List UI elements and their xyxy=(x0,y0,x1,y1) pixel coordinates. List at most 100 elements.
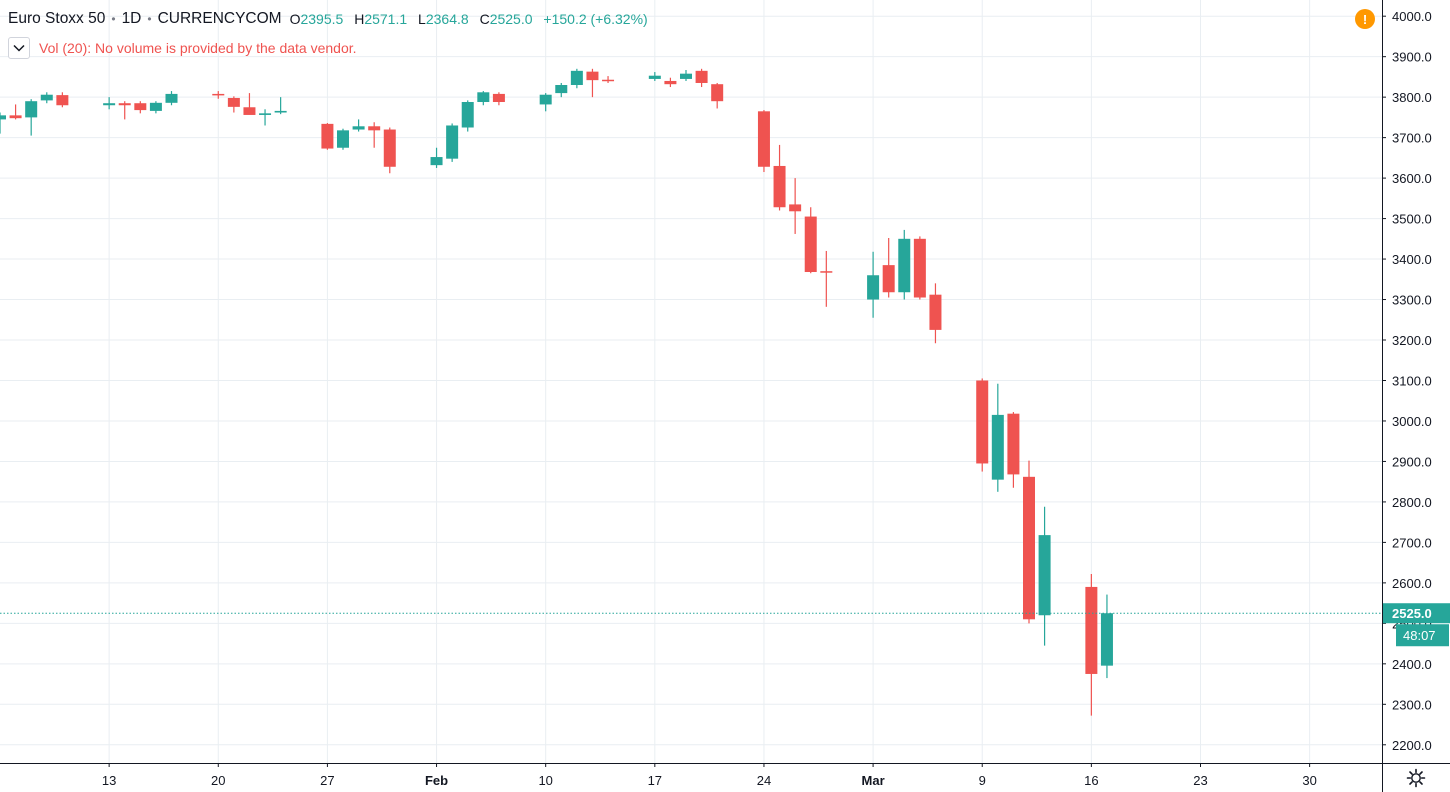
candle-body xyxy=(555,85,568,94)
candle-body xyxy=(1007,413,1020,475)
candle-body xyxy=(165,93,178,103)
candle-down xyxy=(212,91,225,99)
change-value: +150.2 (+6.32%) xyxy=(543,11,648,27)
chart-legend: Euro Stoxx 50 • 1D • CURRENCYCOM O2395.5… xyxy=(8,8,648,30)
symbol-name[interactable]: Euro Stoxx 50 xyxy=(8,10,106,27)
candle-down xyxy=(56,92,69,108)
candle-body xyxy=(227,97,240,107)
volume-message: Vol (20): No volume is provided by the d… xyxy=(39,40,357,56)
y-tick-label: 2800.0 xyxy=(1392,495,1432,510)
close-label: C xyxy=(479,11,490,27)
candle-down xyxy=(929,283,942,344)
candle-body xyxy=(820,271,833,273)
candle-body xyxy=(0,115,6,120)
candle-up xyxy=(274,97,287,115)
candle-body xyxy=(1023,476,1035,620)
candle-up xyxy=(461,100,474,132)
x-tick-label: 16 xyxy=(1084,773,1098,788)
chevron-down-icon xyxy=(13,44,25,52)
candle-down xyxy=(321,123,334,150)
candle-body xyxy=(882,265,895,293)
candle-body xyxy=(539,94,552,105)
candle-body xyxy=(570,70,583,86)
candle-body xyxy=(259,113,272,115)
candle-body xyxy=(134,103,147,111)
candle-up xyxy=(430,147,443,168)
candle-body xyxy=(913,238,926,298)
candle-down xyxy=(789,178,802,234)
y-tick-label: 2200.0 xyxy=(1392,738,1432,753)
candle-up xyxy=(337,128,349,150)
x-tick-label: 24 xyxy=(757,773,771,788)
candle-body xyxy=(383,129,396,167)
y-tick-label: 2700.0 xyxy=(1392,535,1432,550)
gear-icon xyxy=(1406,768,1426,788)
x-tick-label: 17 xyxy=(648,773,662,788)
settings-button[interactable] xyxy=(1383,764,1449,792)
candle-body xyxy=(103,103,116,106)
candle-body xyxy=(337,130,349,148)
candle-down xyxy=(695,68,708,88)
y-tick-label: 3500.0 xyxy=(1392,212,1432,227)
candle-up xyxy=(25,99,38,136)
candle-body xyxy=(118,103,131,106)
low-value: 2364.8 xyxy=(425,11,469,27)
candle-down xyxy=(913,236,926,300)
candle-body xyxy=(40,94,53,101)
candle-down xyxy=(134,101,147,114)
candle-up xyxy=(165,91,178,106)
candle-down xyxy=(976,378,989,472)
volume-toggle-button[interactable] xyxy=(8,37,30,59)
candle-up xyxy=(867,251,880,318)
volume-legend: Vol (20): No volume is provided by the d… xyxy=(8,36,357,60)
x-tick-label: 27 xyxy=(320,773,334,788)
candle-body xyxy=(1085,586,1098,674)
candle-body xyxy=(477,92,490,103)
candle-body xyxy=(430,157,443,166)
candle-down xyxy=(820,250,833,307)
y-tick-label: 3100.0 xyxy=(1392,373,1432,388)
candle-body xyxy=(56,95,69,106)
low-label: L xyxy=(418,11,426,27)
candle-body xyxy=(867,275,880,300)
candle-up xyxy=(539,93,552,112)
candle-body xyxy=(680,73,692,79)
x-tick-label: 13 xyxy=(102,773,116,788)
candle-body xyxy=(711,84,724,102)
x-tick-label: Feb xyxy=(425,773,448,788)
x-tick-label: 10 xyxy=(538,773,552,788)
candle-body xyxy=(602,79,615,82)
candle-body xyxy=(789,204,802,212)
candle-body xyxy=(25,101,38,118)
separator-dot: • xyxy=(111,12,116,26)
price-label-box xyxy=(1383,603,1450,624)
candle-up xyxy=(898,229,911,300)
candle-down xyxy=(711,82,724,109)
candle-body xyxy=(586,71,599,81)
candle-body xyxy=(991,414,1004,480)
candle-body xyxy=(9,115,22,119)
countdown-box xyxy=(1396,624,1449,647)
candle-body xyxy=(757,111,770,167)
y-tick-label: 3800.0 xyxy=(1392,90,1432,105)
candle-down xyxy=(586,68,599,98)
warning-icon[interactable]: ! xyxy=(1355,9,1375,29)
y-tick-label: 3600.0 xyxy=(1392,171,1432,186)
x-tick-label: Mar xyxy=(862,773,885,788)
price-label: 2525.0 xyxy=(1392,606,1432,621)
candle-down xyxy=(492,92,505,106)
interval-label[interactable]: 1D xyxy=(121,10,142,27)
candle-up xyxy=(680,70,692,81)
candle-body xyxy=(243,107,256,115)
y-tick-label: 3200.0 xyxy=(1392,333,1432,348)
y-tick-label: 3700.0 xyxy=(1392,131,1432,146)
candle-body xyxy=(446,125,459,159)
candle-body xyxy=(929,294,942,330)
candle-down xyxy=(773,144,786,211)
high-value: 2571.1 xyxy=(364,11,408,27)
candle-up xyxy=(0,112,6,134)
ohlc-values: O2395.5 H2571.1 L2364.8 C2525.0 +150.2 (… xyxy=(290,11,648,27)
candle-up xyxy=(555,82,568,98)
